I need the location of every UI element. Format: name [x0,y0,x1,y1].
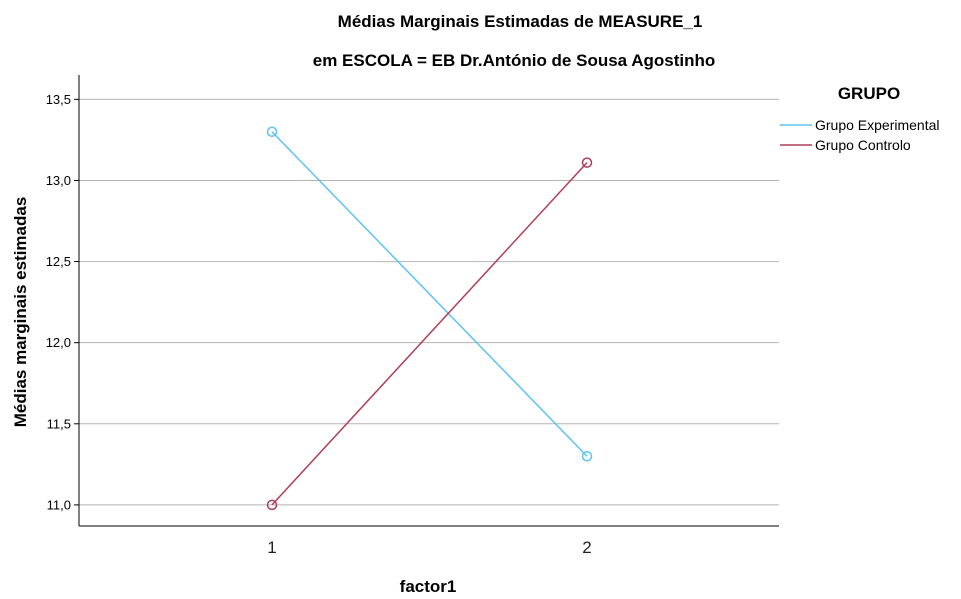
y-tick-label: 12,0 [46,335,71,350]
chart-title: Médias Marginais Estimadas de MEASURE_1 [338,12,703,31]
x-tick-label: 1 [267,538,276,557]
x-tick-label: 2 [582,538,591,557]
y-tick-label: 11,0 [47,497,71,512]
y-tick-label: 13,0 [46,173,71,188]
legend-title: GRUPO [838,84,900,103]
series-line [271,162,588,506]
chart-subtitle: em ESCOLA = EB Dr.António de Sousa Agost… [313,51,716,70]
legend-label: Grupo Controlo [815,137,911,153]
data-point [266,126,278,138]
legend-label: Grupo Experimental [815,117,940,133]
gridlines [74,98,779,506]
data-point [581,450,593,462]
x-axis-title: factor1 [400,577,457,596]
series-group [266,126,593,511]
y-tick-label: 12,5 [46,254,71,269]
y-tick-labels: 11,0 11,5 12,0 12,5 13,0 13,5 [46,92,71,513]
series-line [271,131,588,457]
data-point [266,499,278,511]
y-axis-title: Médias marginais estimadas [11,197,30,428]
y-tick-label: 13,5 [46,92,71,107]
y-tick-label: 11,5 [47,416,71,431]
data-point [581,157,593,168]
legend: GRUPO Grupo Experimental Grupo Controlo [780,84,940,153]
